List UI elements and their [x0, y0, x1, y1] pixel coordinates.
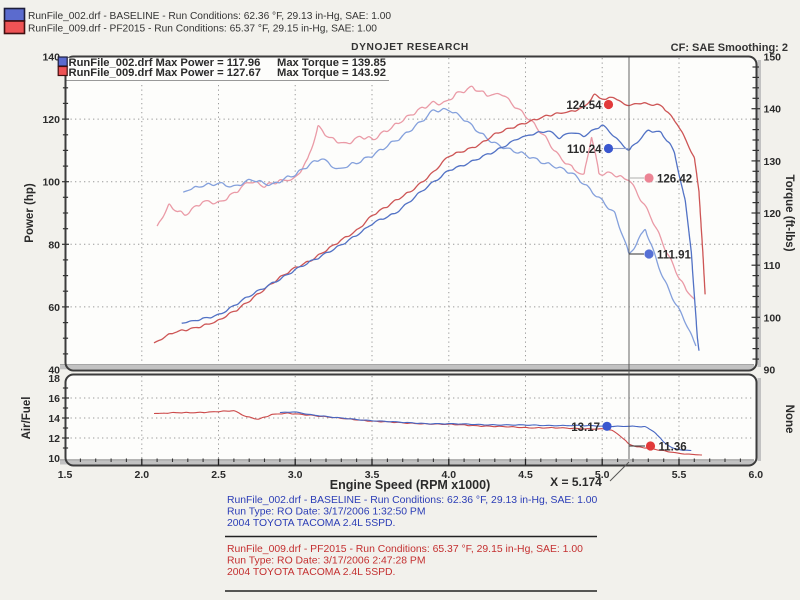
svg-text:16: 16 — [48, 393, 60, 405]
svg-text:Max Torque = 143.92: Max Torque = 143.92 — [277, 67, 386, 79]
svg-text:RunFile_009.drf Max Power = 12: RunFile_009.drf Max Power = 127.67 — [69, 67, 261, 79]
svg-text:5.5: 5.5 — [672, 469, 687, 481]
svg-text:90: 90 — [764, 365, 776, 377]
svg-text:80: 80 — [48, 239, 60, 251]
svg-text:111.91: 111.91 — [657, 250, 692, 262]
svg-text:100: 100 — [42, 177, 60, 189]
svg-text:150: 150 — [764, 52, 782, 64]
svg-text:18: 18 — [48, 373, 60, 385]
svg-text:13.17: 13.17 — [571, 422, 600, 434]
svg-text:2004 TOYOTA TACOMA 2.4L 5SPD.: 2004 TOYOTA TACOMA 2.4L 5SPD. — [227, 518, 395, 529]
svg-text:2004 TOYOTA TACOMA 2.4L 5SPD.: 2004 TOYOTA TACOMA 2.4L 5SPD. — [227, 567, 395, 578]
svg-text:130: 130 — [764, 156, 782, 168]
svg-text:Max Torque = 139.85: Max Torque = 139.85 — [277, 57, 386, 69]
svg-text:100: 100 — [764, 312, 782, 324]
svg-text:2.0: 2.0 — [134, 469, 149, 481]
svg-text:DYNOJET RESEARCH: DYNOJET RESEARCH — [351, 42, 469, 53]
svg-text:4.0: 4.0 — [441, 469, 456, 481]
svg-text:RunFile_009.drf - PF2015 - R: RunFile_009.drf - PF2015 - Run Condition… — [227, 544, 583, 555]
svg-text:40: 40 — [48, 365, 60, 377]
svg-text:110.24: 110.24 — [567, 144, 602, 156]
svg-text:120: 120 — [764, 208, 782, 220]
svg-text:CF: SAE Smoothing: 2: CF: SAE Smoothing: 2 — [671, 42, 788, 54]
svg-text:4.5: 4.5 — [518, 469, 533, 481]
svg-text:Run Type: RO Date: 3/17/2006: Run Type: RO Date: 3/17/2006 2:47:28 PM — [227, 556, 426, 567]
svg-text:Engine Speed (RPM x1000): Engine Speed (RPM x1000) — [330, 478, 490, 492]
svg-text:RunFile_002.drf - BASELINE -: RunFile_002.drf - BASELINE - Run Conditi… — [227, 495, 598, 506]
svg-text:120: 120 — [42, 114, 60, 126]
svg-text:RunFile_009.drf - PF2015 - R: RunFile_009.drf - PF2015 - Run Condition… — [28, 24, 377, 35]
svg-text:3.5: 3.5 — [365, 469, 380, 481]
svg-text:110: 110 — [764, 260, 781, 272]
svg-text:2.5: 2.5 — [211, 469, 226, 481]
svg-text:Torque (ft-lbs): Torque (ft-lbs) — [783, 174, 795, 251]
svg-text:6.0: 6.0 — [748, 469, 763, 481]
svg-text:Power (hp): Power (hp) — [24, 183, 36, 243]
svg-text:14: 14 — [48, 413, 60, 425]
svg-text:140: 140 — [764, 104, 782, 116]
svg-text:None: None — [783, 405, 795, 434]
svg-text:124.54: 124.54 — [566, 100, 602, 112]
svg-text:Run Type: RO Date: 3/17/2006: Run Type: RO Date: 3/17/2006 1:32:50 PM — [227, 507, 426, 518]
svg-text:12: 12 — [48, 433, 60, 445]
svg-text:1.5: 1.5 — [58, 469, 73, 481]
svg-text:11.36: 11.36 — [659, 442, 687, 454]
svg-text:Air/Fuel: Air/Fuel — [21, 397, 33, 440]
svg-text:126.42: 126.42 — [657, 174, 692, 186]
svg-text:RunFile_002.drf Max Power = 11: RunFile_002.drf Max Power = 117.96 — [69, 57, 261, 69]
svg-text:60: 60 — [48, 302, 60, 314]
svg-text:140: 140 — [42, 52, 60, 64]
svg-text:3.0: 3.0 — [288, 469, 303, 481]
svg-text:5.0: 5.0 — [595, 469, 610, 481]
svg-text:RunFile_002.drf - BASELINE -: RunFile_002.drf - BASELINE - Run Conditi… — [28, 11, 391, 22]
svg-text:X = 5.174: X = 5.174 — [550, 475, 602, 489]
svg-text:10: 10 — [48, 453, 60, 465]
